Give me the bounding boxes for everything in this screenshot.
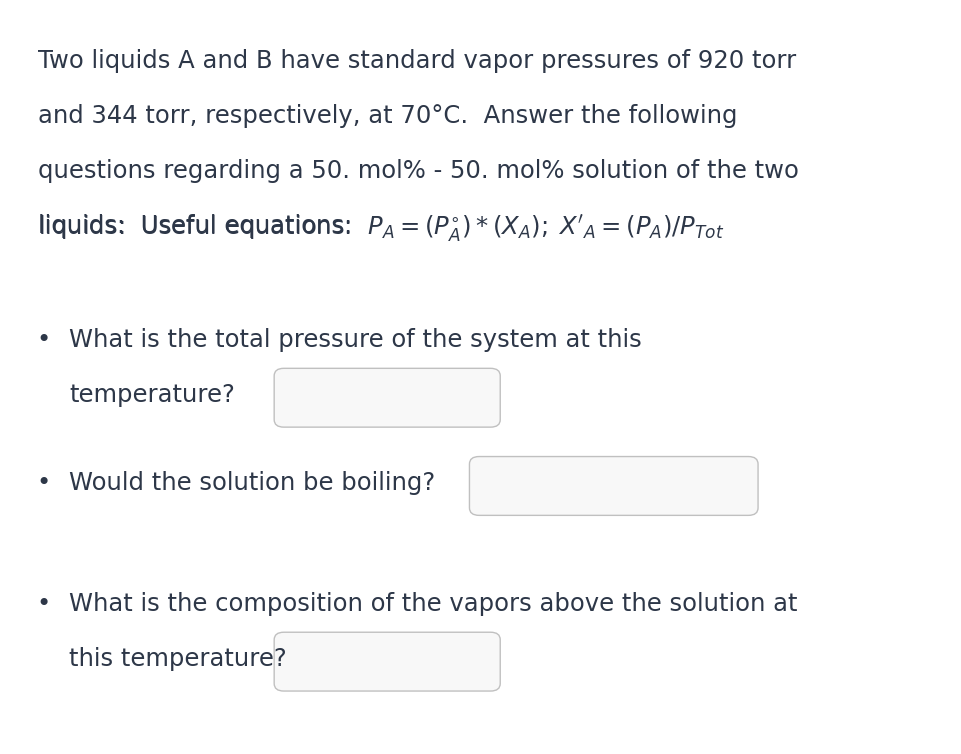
Text: liquids:  Useful equations:: liquids: Useful equations: <box>38 214 368 238</box>
Text: Would the solution be boiling?: Would the solution be boiling? <box>69 471 435 495</box>
FancyBboxPatch shape <box>274 369 500 427</box>
Text: What is the composition of the vapors above the solution at: What is the composition of the vapors ab… <box>69 592 797 616</box>
Text: •: • <box>37 592 51 616</box>
FancyBboxPatch shape <box>274 632 500 691</box>
Text: and 344 torr, respectively, at 70°C.  Answer the following: and 344 torr, respectively, at 70°C. Ans… <box>38 104 737 128</box>
Text: Two liquids A and B have standard vapor pressures of 920 torr: Two liquids A and B have standard vapor … <box>38 49 796 73</box>
Text: liquids:  Useful equations:  $P_A = (P^{\circ}_{A}) * (X_A);\;  X'_A = (P_A) / P: liquids: Useful equations: $P_A = (P^{\c… <box>38 214 724 245</box>
Text: •: • <box>37 471 51 495</box>
Text: What is the total pressure of the system at this: What is the total pressure of the system… <box>69 328 641 352</box>
Text: •: • <box>37 328 51 352</box>
Text: questions regarding a 50. mol% - 50. mol% solution of the two: questions regarding a 50. mol% - 50. mol… <box>38 159 799 183</box>
FancyBboxPatch shape <box>469 456 757 516</box>
Text: this temperature?: this temperature? <box>69 647 286 671</box>
Text: temperature?: temperature? <box>69 383 234 407</box>
